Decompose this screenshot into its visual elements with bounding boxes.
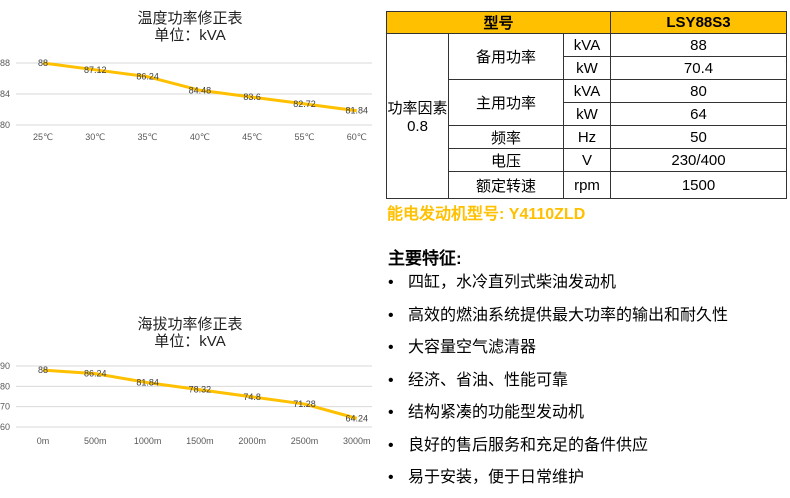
feature-text: 大容量空气滤清器 — [408, 339, 537, 356]
unit: V — [563, 148, 611, 172]
prime-label: 主用功率 — [448, 79, 564, 126]
y-tick-label: 84 — [0, 89, 10, 99]
power-factor: 功率因素 0.8 — [386, 33, 449, 199]
temp-chart: 80 84 88 88 87.12 86.24 84.48 83.6 82.72 81.84 25℃… — [0, 58, 372, 142]
features-title: 主要特征: — [388, 249, 462, 268]
x-tick-label: 35℃ — [138, 132, 158, 142]
value: 230/400 — [610, 148, 787, 172]
bullet: • — [388, 436, 394, 454]
y-tick-label: 80 — [0, 120, 10, 130]
value: 50 — [610, 125, 787, 149]
data-label: 78.32 — [189, 385, 212, 395]
feature-item: • 四缸，水冷直列式柴油发动机 — [388, 270, 728, 303]
value: 64 — [610, 102, 787, 126]
subtitle: 单位：kVA — [154, 27, 226, 44]
unit: kVA — [563, 79, 611, 103]
features-list: • 四缸，水冷直列式柴油发动机 • 高效的燃油系统提供最大功率的输出和耐久性 • 大容量空… — [388, 270, 728, 498]
feature-text: 经济、省油、性能可靠 — [408, 371, 569, 389]
feature-text: 良好的售后服务和充足的备件供应 — [408, 436, 649, 454]
altitude-chart-title: 海拔功率修正表 单位：kVA — [90, 316, 290, 350]
feature-item: • 大容量空气滤清器 — [388, 335, 728, 368]
temp-chart-title: 温度功率修正表 单位：kVA — [90, 10, 290, 44]
title: 温度功率修正表 — [137, 10, 243, 27]
feature-item: • 经济、省油、性能可靠 — [388, 368, 728, 401]
x-tick-label: 0m — [37, 436, 50, 446]
data-label: 87.12 — [84, 65, 107, 75]
altitude-chart: 60 70 80 90 88 86.24 81.84 78.32 74.8 71.28 64.24 0… — [0, 361, 372, 446]
subtitle: 单位：kVA — [154, 333, 226, 350]
data-label: 84.48 — [189, 85, 212, 95]
data-label: 88 — [38, 58, 48, 68]
model-label: 型号 — [386, 11, 611, 34]
unit: kW — [563, 102, 611, 126]
title: 海拔功率修正表 — [137, 316, 243, 333]
bullet: • — [388, 404, 394, 421]
feature-item: • 易于安装，便于日常维护 — [388, 465, 728, 498]
unit: kVA — [563, 33, 611, 57]
data-label: 81.84 — [346, 106, 369, 116]
voltage-label: 电压 — [448, 148, 564, 172]
series-line — [42, 61, 357, 113]
data-label: 64.24 — [346, 413, 369, 423]
bullet: • — [388, 274, 394, 291]
bullet: • — [388, 371, 394, 389]
spec-table: 型号 LSY88S3 功率因素 0.8 备用功率 kVA 88 kW 70.4 主用功率 k… — [386, 11, 787, 199]
freq-label: 频率 — [448, 125, 564, 149]
y-tick-label: 90 — [0, 361, 10, 371]
data-label: 74.8 — [243, 392, 261, 402]
bullet: • — [388, 339, 394, 356]
x-tick-label: 40℃ — [190, 132, 210, 142]
x-tick-label: 30℃ — [85, 132, 105, 142]
y-tick-label: 70 — [0, 402, 10, 412]
y-tick-label: 60 — [0, 422, 10, 432]
unit: kW — [563, 56, 611, 80]
engine-model: 能电发动机型号: Y4110ZLD — [387, 206, 586, 223]
x-tick-label: 2500m — [291, 436, 319, 446]
value: 88 — [610, 33, 787, 57]
data-label: 88 — [38, 365, 48, 375]
bullet: • — [388, 469, 394, 486]
x-tick-label: 3000m — [343, 436, 371, 446]
feature-text: 结构紧凑的功能型发动机 — [408, 404, 585, 421]
speed-label: 额定转速 — [448, 171, 564, 199]
x-tick-label: 1500m — [186, 436, 214, 446]
feature-item: • 良好的售后服务和充足的备件供应 — [388, 433, 728, 466]
data-label: 82.72 — [293, 99, 316, 109]
bullet: • — [388, 306, 394, 324]
x-tick-label: 45℃ — [242, 132, 262, 142]
x-tick-label: 1000m — [134, 436, 162, 446]
feature-text: 高效的燃油系统提供最大功率的输出和耐久性 — [408, 306, 729, 324]
value: 70.4 — [610, 56, 787, 80]
data-label: 81.84 — [136, 378, 159, 388]
x-tick-label: 60℃ — [347, 132, 367, 142]
unit: Hz — [563, 125, 611, 149]
feature-item: • 结构紧凑的功能型发动机 — [388, 400, 728, 433]
data-label: 83.6 — [243, 92, 261, 102]
y-tick-label: 80 — [0, 381, 10, 391]
x-tick-label: 25℃ — [33, 132, 53, 142]
x-tick-label: 2000m — [238, 436, 266, 446]
data-label: 86.24 — [136, 72, 159, 82]
x-tick-label: 55℃ — [294, 132, 314, 142]
x-tick-label: 500m — [84, 436, 107, 446]
y-tick-label: 88 — [0, 58, 10, 68]
feature-text: 四缸，水冷直列式柴油发动机 — [408, 274, 617, 291]
feature-text: 易于安装，便于日常维护 — [408, 469, 585, 486]
standby-label: 备用功率 — [448, 33, 564, 80]
value: 80 — [610, 79, 787, 103]
data-label: 71.28 — [293, 399, 316, 409]
value: 1500 — [610, 171, 787, 199]
model-value: LSY88S3 — [610, 11, 787, 34]
data-label: 86.24 — [84, 369, 107, 379]
feature-item: • 高效的燃油系统提供最大功率的输出和耐久性 — [388, 303, 728, 336]
series-line — [42, 368, 358, 420]
unit: rpm — [563, 171, 611, 199]
